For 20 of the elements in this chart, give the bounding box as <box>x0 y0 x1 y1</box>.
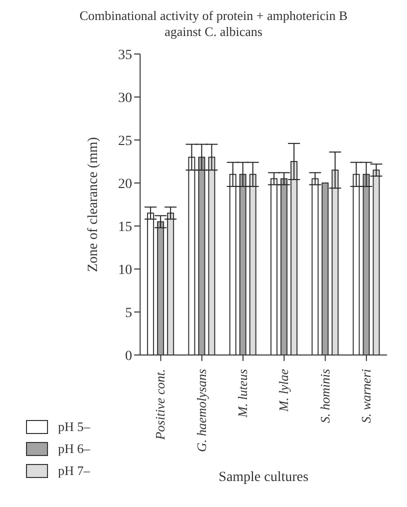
legend-label: pH 7– <box>58 463 90 479</box>
y-tick-label: 15 <box>118 220 132 235</box>
y-tick-label: 35 <box>118 48 132 63</box>
legend-label: pH 6– <box>58 441 90 457</box>
x-tick-label: Positive cont. <box>152 369 168 441</box>
y-tick-label: 10 <box>118 262 132 278</box>
x-tick-label: S. warneri <box>358 368 374 424</box>
y-tick-label: 30 <box>118 90 132 106</box>
x-tick-label: S. hominis <box>317 369 332 424</box>
x-tick-label: G. haemolysans <box>194 369 209 452</box>
y-tick-label: 5 <box>125 306 132 321</box>
y-tick-label: 25 <box>118 134 132 149</box>
x-axis-title: Sample cultures <box>218 470 308 485</box>
y-axis-title: Zone of clearance (mm) <box>86 136 102 272</box>
legend-label: pH 5– <box>58 419 90 435</box>
x-tick-label: M. lylae <box>276 368 292 413</box>
y-tick-label: 0 <box>125 348 132 364</box>
x-tick-label: M. luteus <box>235 369 250 418</box>
chart-title: Combinational activity of protein + amphotericin B against C. albicans <box>78 8 348 40</box>
y-tick-label: 20 <box>118 176 132 192</box>
